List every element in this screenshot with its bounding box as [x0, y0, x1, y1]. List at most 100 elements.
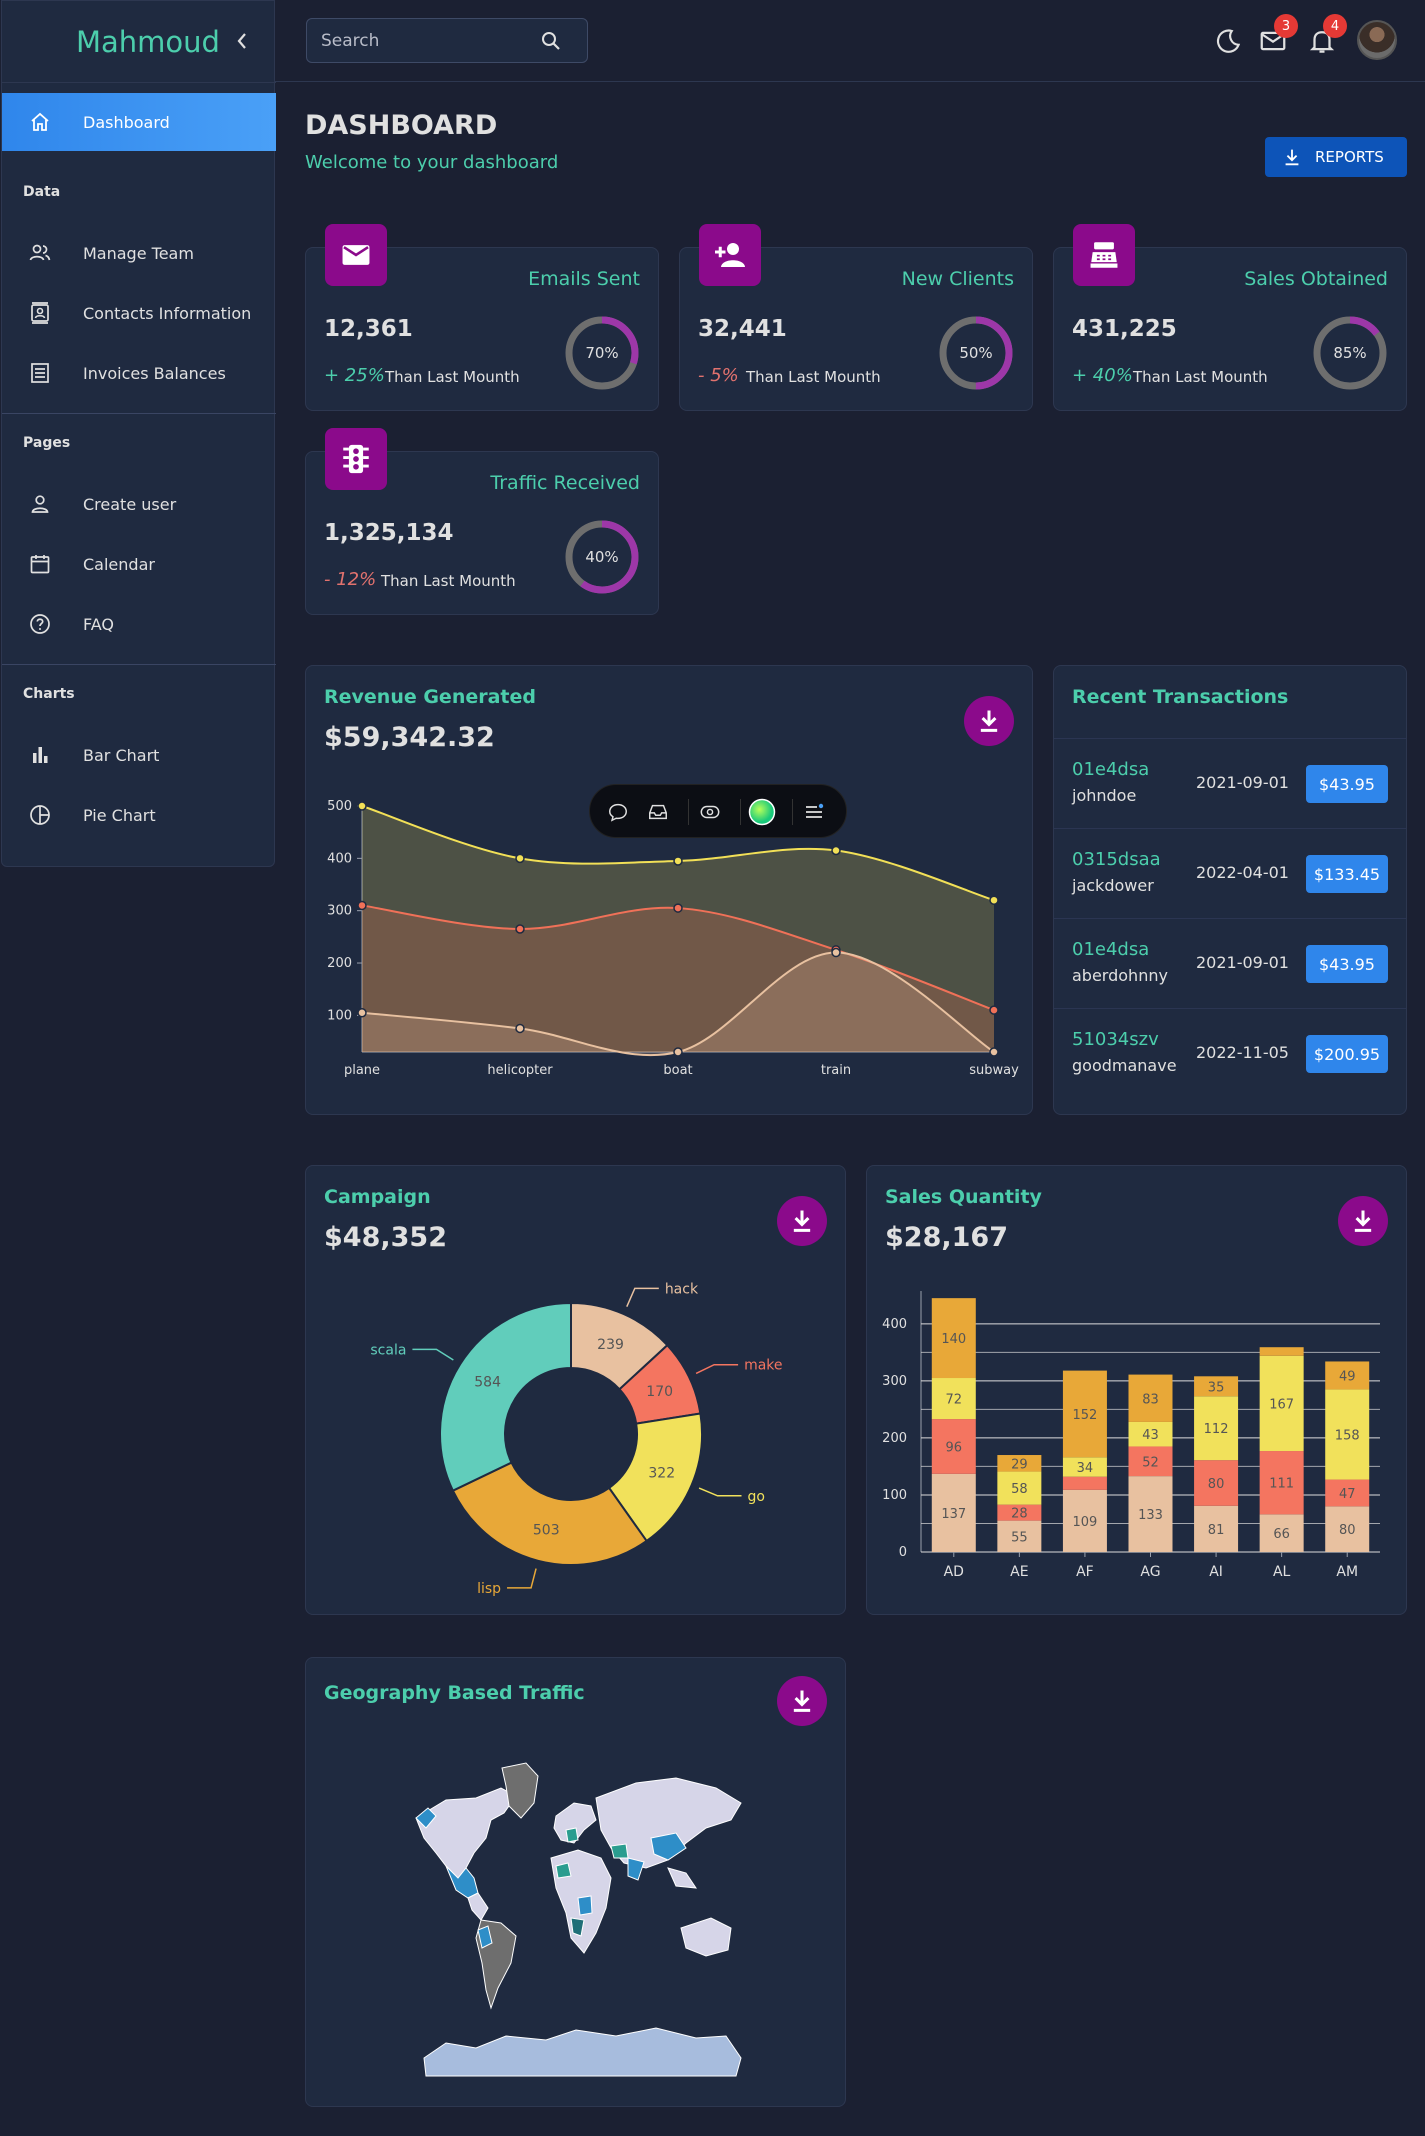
data-point [673, 856, 683, 866]
y-tick-label: 100 [327, 1008, 352, 1023]
bar-segment [997, 1520, 1042, 1552]
revenue-download-button[interactable] [964, 696, 1014, 746]
color-picker-button[interactable] [748, 798, 776, 826]
sidebar-item-create-user[interactable]: Create user [2, 475, 276, 533]
slice-name-label: make [744, 1358, 782, 1374]
sidebar-item-label: FAQ [83, 614, 114, 634]
transaction-row: 51034szv goodmanave 2022-11-05 $200.95 [1054, 1008, 1406, 1098]
transaction-cost-badge[interactable]: $200.95 [1306, 1035, 1388, 1073]
transaction-id: 01e4dsa [1072, 759, 1150, 780]
collapse-sidebar-button[interactable] [232, 27, 252, 55]
x-tick-label: AL [1273, 1564, 1291, 1580]
transaction-row: 0315dsaa jackdower 2022-04-01 $133.45 [1054, 828, 1406, 918]
stat-note: Than Last Mounth [385, 368, 520, 386]
slice-value-label: 503 [533, 1522, 560, 1538]
contacts-icon [31, 302, 49, 324]
transaction-cost-badge[interactable]: $43.95 [1306, 765, 1388, 803]
sales-title: Sales Quantity [885, 1186, 1042, 1208]
transaction-cost-badge[interactable]: $43.95 [1306, 945, 1388, 983]
transaction-date: 2022-04-01 [1196, 863, 1289, 882]
sidebar-header: Mahmoud [2, 1, 276, 83]
x-tick-label: AI [1209, 1564, 1223, 1580]
transaction-user: johndoe [1072, 786, 1137, 805]
transactions-panel: Recent Transactions 01e4dsa johndoe 2021… [1053, 665, 1407, 1115]
notifications-icon[interactable] [1307, 26, 1337, 56]
series-area [362, 806, 994, 1052]
bar-value-label: 80 [1208, 1477, 1225, 1492]
bar-value-label: 80 [1339, 1523, 1356, 1538]
sidebar-item-pie-chart[interactable]: Pie Chart [2, 786, 276, 844]
y-tick-label: 100 [882, 1488, 907, 1503]
progress-ring [1313, 316, 1387, 390]
data-point [673, 1047, 683, 1057]
sales-bar-chart: 0 100 200 300 400 137 96 72 140 AD 55 28 58 29 AE 109 34… [882, 1291, 1380, 1580]
x-tick-label: boat [663, 1063, 692, 1078]
bar-segment [1259, 1514, 1304, 1552]
bar-segment [1325, 1389, 1370, 1480]
bar-value-label: 109 [1073, 1515, 1098, 1530]
comment-button[interactable] [604, 798, 632, 826]
bar-segment [1325, 1506, 1370, 1552]
progress-label: 40% [585, 548, 619, 566]
transaction-date: 2021-09-01 [1196, 953, 1289, 972]
bar-segment [1325, 1361, 1370, 1390]
data-point [357, 900, 367, 911]
geography-download-button[interactable] [777, 1676, 827, 1726]
sidebar-item-invoices[interactable]: Invoices Balances [2, 344, 276, 402]
download-icon [980, 710, 998, 732]
campaign-download-button[interactable] [777, 1196, 827, 1246]
bar-segment [1128, 1476, 1173, 1552]
stat-increase: + 25% [324, 365, 385, 386]
bar-value-label: 137 [941, 1507, 966, 1522]
dark-mode-icon[interactable] [1213, 26, 1243, 56]
capture-button[interactable] [696, 798, 724, 826]
chevron-left-icon [237, 33, 246, 49]
bar-value-label: 35 [1208, 1380, 1225, 1395]
x-tick-label: AG [1140, 1564, 1160, 1580]
bar-value-label: 83 [1142, 1392, 1159, 1407]
data-point [515, 924, 525, 934]
stat-value: 32,441 [698, 316, 787, 342]
search-input[interactable] [321, 29, 531, 53]
menu-button[interactable] [800, 798, 828, 826]
sidebar-item-faq[interactable]: FAQ [2, 595, 276, 653]
cash-register-icon [1090, 242, 1118, 268]
transaction-user: aberdohnny [1072, 966, 1168, 985]
search-icon[interactable] [539, 29, 563, 53]
avatar[interactable] [1357, 20, 1397, 60]
sidebar-divider [2, 413, 276, 414]
traffic-light-icon [343, 444, 369, 474]
sidebar-item-manage-team[interactable]: Manage Team [2, 224, 276, 282]
sidebar-item-contacts[interactable]: Contacts Information [2, 284, 276, 342]
progress-ring-fill [1313, 316, 1387, 390]
revenue-line-chart: 100 200 300 400 500 plane helicopter boat train s… [327, 799, 1019, 1078]
cash-register-icon-tile [1073, 224, 1135, 286]
notifications-badge: 4 [1323, 14, 1347, 38]
bar-value-label: 133 [1138, 1508, 1163, 1523]
mail-badge: 3 [1274, 14, 1298, 38]
transaction-cost-badge[interactable]: $133.45 [1306, 855, 1388, 893]
slice-value-label: 170 [646, 1384, 673, 1400]
progress-ring [939, 316, 1013, 390]
bar-segment [1259, 1355, 1304, 1452]
bar-segment [1259, 1451, 1304, 1515]
transaction-row: 01e4dsa aberdohnny 2021-09-01 $43.95 [1054, 918, 1406, 1008]
bar-segment [1062, 1476, 1107, 1490]
toolbar-divider [688, 799, 689, 825]
sidebar-item-label: Dashboard [83, 112, 170, 132]
slice-leader-line [507, 1568, 537, 1589]
bar-chart-icon [33, 747, 48, 763]
download-reports-button[interactable]: REPORTS [1265, 137, 1407, 177]
sales-panel: Sales Quantity $28,167 0 100 200 300 400 137 9… [866, 1165, 1407, 1615]
stat-increase: - 5% [698, 365, 739, 386]
sidebar-item-dashboard[interactable]: Dashboard [2, 93, 276, 151]
sidebar-item-bar-chart[interactable]: Bar Chart [2, 726, 276, 784]
world-map-countries [415, 1762, 742, 2077]
data-point [831, 947, 841, 958]
sidebar-item-calendar[interactable]: Calendar [2, 535, 276, 593]
inbox-button[interactable] [644, 798, 672, 826]
stat-increase: + 40% [1072, 365, 1133, 386]
data-point [515, 1023, 525, 1034]
sales-download-button[interactable] [1338, 1196, 1388, 1246]
progress-ring-fill [939, 316, 1013, 390]
